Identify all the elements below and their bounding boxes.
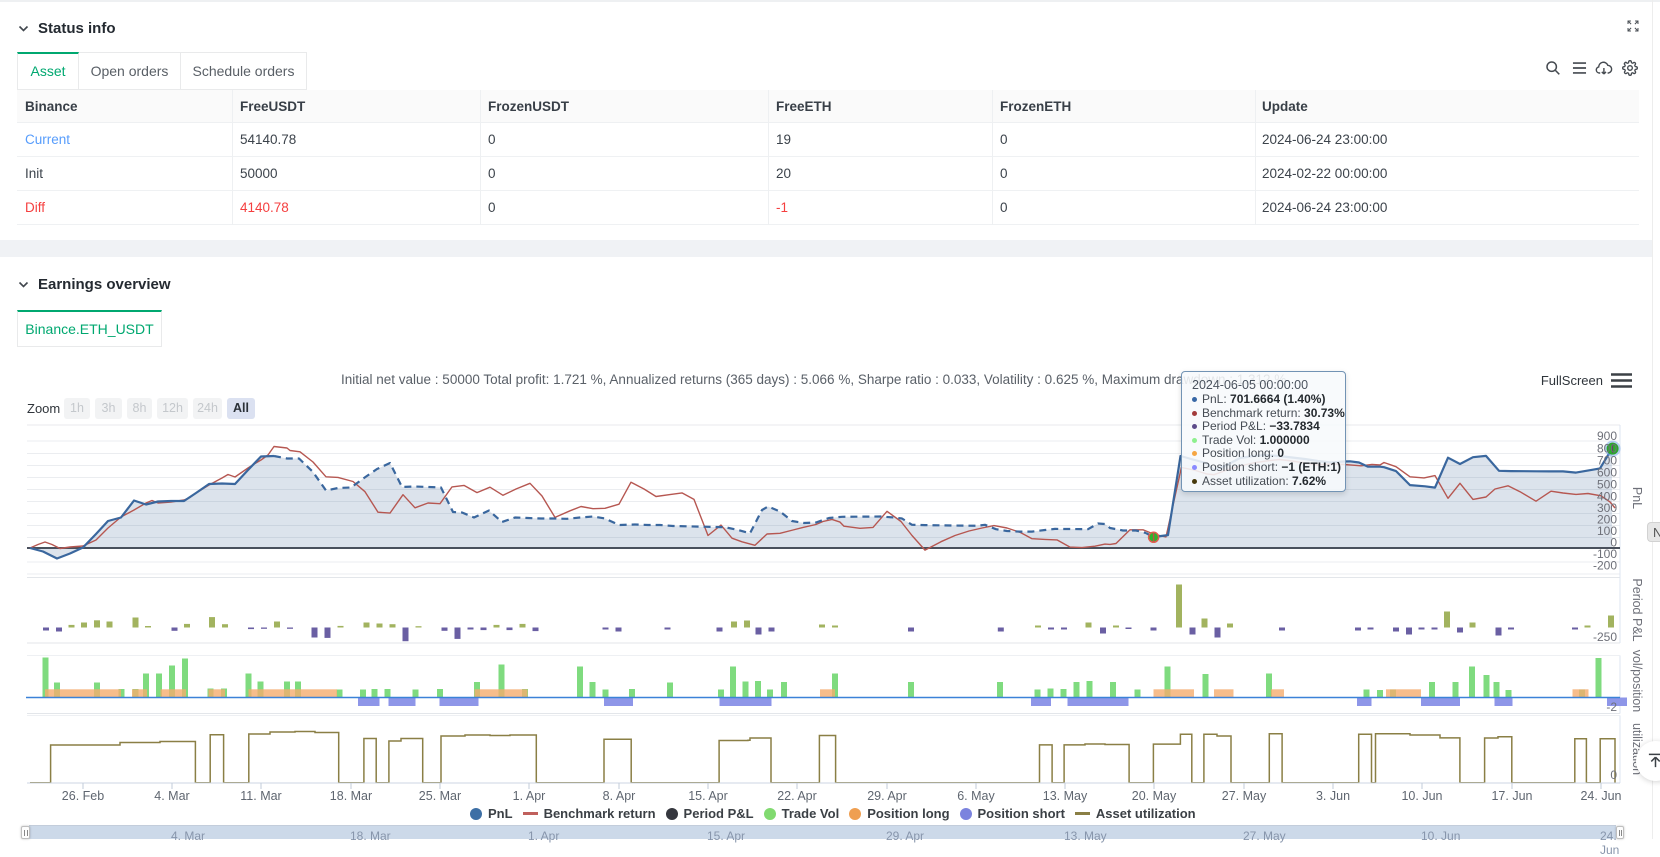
svg-text:3. Jun: 3. Jun xyxy=(1316,789,1350,803)
svg-text:700: 700 xyxy=(1597,454,1617,468)
svg-text:800: 800 xyxy=(1597,442,1617,456)
svg-text:900: 900 xyxy=(1597,429,1617,443)
svg-text:1. Apr: 1. Apr xyxy=(513,789,546,803)
svg-text:27. May: 27. May xyxy=(1222,789,1267,803)
svg-text:15. Apr: 15. Apr xyxy=(688,789,728,803)
svg-text:400: 400 xyxy=(1597,490,1617,504)
svg-text:PnL: PnL xyxy=(1630,487,1644,509)
svg-text:vol/position: vol/position xyxy=(1630,650,1644,713)
svg-text:200: 200 xyxy=(1597,513,1617,527)
svg-text:10. Jun: 10. Jun xyxy=(1401,789,1442,803)
svg-text:22. Apr: 22. Apr xyxy=(777,789,817,803)
svg-text:20. May: 20. May xyxy=(1132,789,1177,803)
svg-text:500: 500 xyxy=(1597,478,1617,492)
svg-text:26. Feb: 26. Feb xyxy=(62,789,104,803)
svg-text:17. Jun: 17. Jun xyxy=(1491,789,1532,803)
svg-text:-200: -200 xyxy=(1593,559,1617,573)
svg-text:0: 0 xyxy=(1610,768,1617,782)
svg-text:11. Mar: 11. Mar xyxy=(240,789,281,803)
svg-text:24. Jun: 24. Jun xyxy=(1580,789,1621,803)
svg-text:Period P&L: Period P&L xyxy=(1630,578,1644,641)
svg-text:8. Apr: 8. Apr xyxy=(603,789,636,803)
svg-text:-2: -2 xyxy=(1606,700,1617,714)
svg-text:300: 300 xyxy=(1597,501,1617,515)
svg-text:-100: -100 xyxy=(1593,547,1617,561)
svg-text:13. May: 13. May xyxy=(1043,789,1088,803)
svg-text:29. Apr: 29. Apr xyxy=(867,789,907,803)
svg-text:4. Mar: 4. Mar xyxy=(154,789,189,803)
svg-text:25. Mar: 25. Mar xyxy=(419,789,461,803)
svg-text:0: 0 xyxy=(1610,536,1617,550)
svg-text:100: 100 xyxy=(1597,524,1617,538)
svg-text:18. Mar: 18. Mar xyxy=(330,789,372,803)
svg-text:6. May: 6. May xyxy=(957,789,995,803)
svg-text:-250: -250 xyxy=(1593,630,1617,644)
svg-text:600: 600 xyxy=(1597,466,1617,480)
